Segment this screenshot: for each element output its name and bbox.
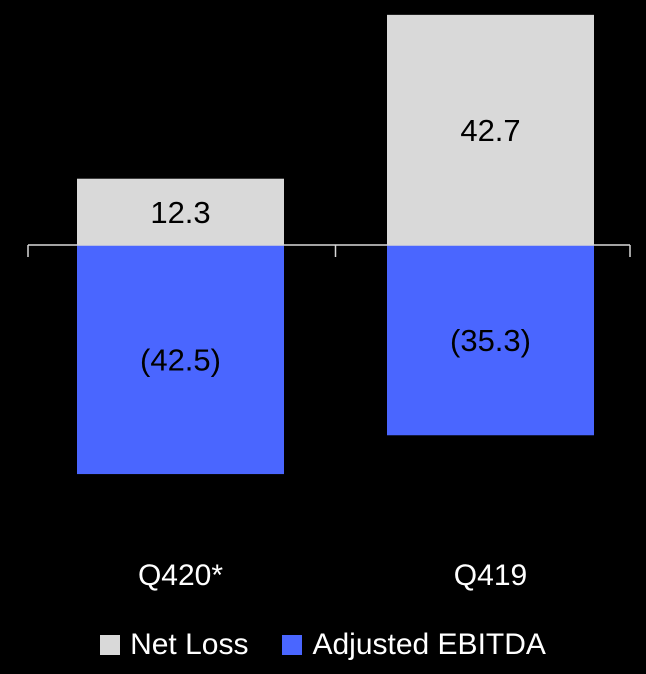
bar-adjusted-ebitda-q420 bbox=[77, 245, 284, 475]
legend-label-adjusted-ebitda: Adjusted EBITDA bbox=[312, 628, 546, 661]
legend: Net Loss Adjusted EBITDA bbox=[0, 628, 646, 662]
data-label-adjusted-ebitda-q419: (35.3) bbox=[450, 323, 531, 358]
legend-swatch-adjusted-ebitda bbox=[282, 635, 303, 655]
bars-group bbox=[77, 14, 594, 475]
category-label-q419: Q419 bbox=[454, 559, 527, 592]
legend-item-adjusted-ebitda: Adjusted EBITDA bbox=[282, 628, 546, 662]
data-label-adjusted-ebitda-q420: (42.5) bbox=[140, 343, 221, 378]
bar-adjusted-ebitda-q419 bbox=[387, 245, 594, 436]
bar-net-loss-q420 bbox=[77, 178, 284, 245]
bar-net-loss-q419 bbox=[387, 14, 594, 245]
data-label-net-loss-q420: 12.3 bbox=[150, 195, 210, 230]
legend-item-net-loss: Net Loss bbox=[100, 628, 248, 662]
legend-swatch-net-loss bbox=[100, 635, 121, 655]
category-labels-group: Q420* Q419 bbox=[138, 559, 527, 592]
data-label-net-loss-q419: 42.7 bbox=[460, 113, 520, 148]
data-labels-group: 12.3 (42.5) 42.7 (35.3) bbox=[140, 113, 531, 378]
category-label-q420: Q420* bbox=[138, 559, 223, 592]
legend-label-net-loss: Net Loss bbox=[130, 628, 249, 661]
x-axis bbox=[27, 244, 631, 257]
